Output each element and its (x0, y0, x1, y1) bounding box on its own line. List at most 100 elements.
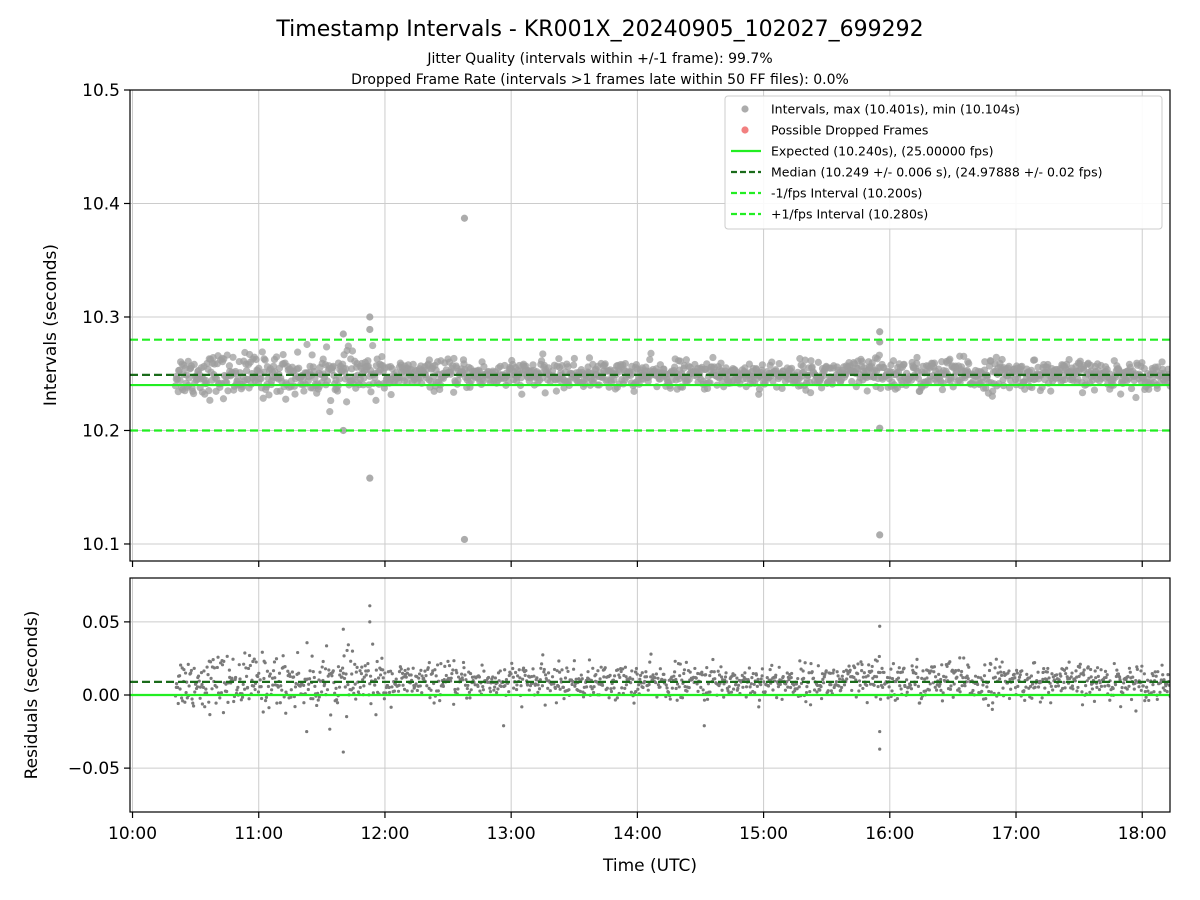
residual-point (678, 674, 682, 678)
residual-point (750, 675, 754, 680)
residual-point (409, 673, 413, 677)
residual-point (1050, 672, 1054, 676)
residual-point (1069, 675, 1073, 679)
interval-point (258, 348, 266, 356)
residual-point (916, 675, 920, 679)
residual-point (537, 687, 542, 691)
residual-point (915, 657, 919, 662)
residual-point (729, 690, 734, 694)
interval-point (185, 374, 193, 382)
residual-point (210, 687, 214, 691)
residual-point (388, 669, 393, 673)
interval-point (858, 357, 866, 366)
residual-point (599, 665, 603, 669)
residual-point (214, 701, 218, 705)
residual-point (563, 676, 568, 680)
residual-point (865, 701, 869, 705)
residual-point (1080, 690, 1084, 694)
residual-point (673, 670, 677, 674)
residual-point (225, 654, 229, 658)
residual-point (989, 662, 993, 666)
residual-point (1156, 670, 1160, 674)
interval-point (555, 355, 563, 363)
residual-point (696, 671, 700, 676)
residual-point (390, 685, 394, 689)
residual-point (950, 668, 955, 672)
residual-point (528, 684, 533, 688)
residual-point (401, 683, 405, 687)
residual-point (719, 665, 723, 669)
residual-point (600, 683, 605, 687)
residual-point (488, 689, 493, 694)
residual-point (916, 684, 921, 688)
residual-point (402, 675, 406, 679)
residual-point (517, 668, 521, 672)
residual-point (618, 675, 622, 680)
residual-point (688, 670, 692, 674)
residual-point (325, 688, 330, 692)
residual-point (1094, 676, 1098, 680)
interval-point (480, 362, 488, 371)
residual-point (870, 669, 874, 673)
residual-point (1073, 679, 1077, 683)
interval-point (569, 361, 578, 369)
residual-point (343, 685, 347, 689)
residual-point (219, 691, 224, 695)
residual-point (646, 688, 650, 692)
residual-point (592, 685, 596, 689)
residual-point (994, 657, 998, 661)
residual-point (1155, 697, 1159, 701)
residual-point (261, 710, 265, 714)
residual-point (334, 686, 338, 690)
interval-point (863, 387, 871, 395)
residual-point (810, 670, 814, 674)
residual-point (1095, 685, 1099, 689)
interval-point (709, 353, 717, 362)
residual-point (1024, 685, 1028, 689)
residual-point (987, 689, 991, 694)
residual-point (1084, 683, 1088, 688)
residual-point (636, 687, 640, 691)
interval-point (269, 362, 278, 370)
residual-point (756, 677, 760, 681)
residual-point (463, 673, 467, 677)
residual-point (187, 684, 191, 688)
interval-point (998, 355, 1006, 364)
residual-point (720, 675, 724, 679)
interval-point (529, 361, 537, 369)
residual-point (877, 654, 881, 659)
legend-entry-median: Median (10.249 +/- 0.006 s), (24.97888 +… (731, 165, 1102, 180)
residual-point (410, 689, 414, 693)
interval-point (1153, 384, 1161, 393)
residual-point (1041, 670, 1045, 675)
residual-point (840, 685, 844, 690)
residual-point (1075, 675, 1079, 679)
residual-point (432, 701, 436, 705)
residual-point (189, 668, 194, 673)
residual-point (1046, 666, 1050, 671)
residual-point (201, 685, 205, 689)
residual-point (580, 677, 584, 681)
residual-point (660, 678, 664, 682)
residual-point (751, 671, 755, 676)
residual-point (513, 670, 518, 675)
residual-point (521, 666, 526, 670)
residual-point (940, 663, 944, 667)
residual-point (699, 685, 703, 689)
residual-point (770, 663, 774, 668)
residual-point (512, 686, 516, 690)
residual-point (570, 682, 574, 687)
interval-point (775, 359, 783, 368)
residual-point (478, 689, 482, 693)
residual-point (630, 669, 634, 673)
residual-point (532, 674, 536, 678)
residual-point (1015, 671, 1019, 675)
residual-point (1030, 696, 1034, 700)
residual-point (354, 697, 358, 701)
interval-point (1027, 366, 1036, 374)
residual-point (462, 666, 466, 670)
residual-point (198, 696, 202, 700)
interval-point (479, 377, 487, 385)
residual-point (802, 676, 806, 680)
residual-point (1041, 677, 1045, 681)
